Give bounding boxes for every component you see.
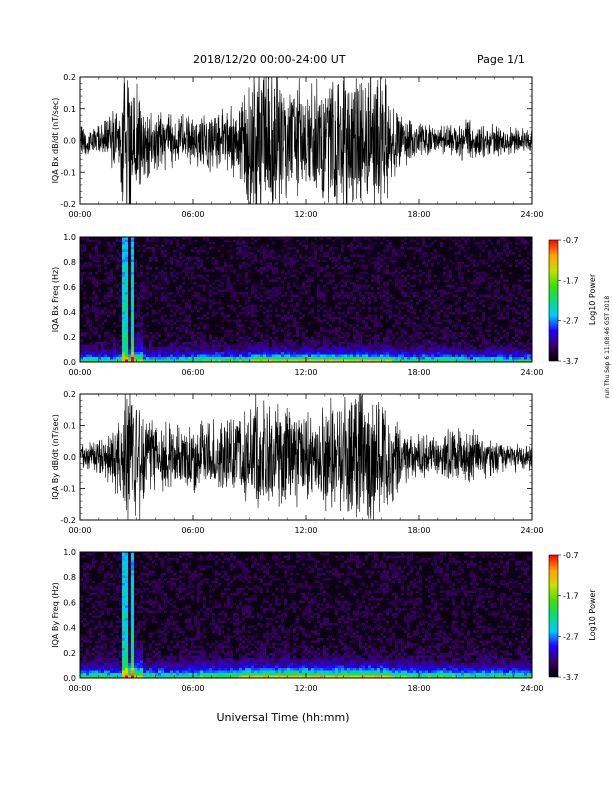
waveform-trace-1 <box>80 77 532 204</box>
spectrogram-cells-4 <box>80 552 532 678</box>
panel-1: -0.2 -0.1 0.0 0.1 0.2 00:00 06:00 12:00 18:00 24:… <box>51 73 544 219</box>
colorbar-label: Log10 Power <box>588 589 597 641</box>
x-tick-label: 18:00 <box>407 210 430 219</box>
panel-3: -0.2 -0.1 0.0 0.1 0.2 00:00 06:00 12:00 18:00 24:… <box>51 390 544 535</box>
y-tick-label: -0.2 <box>60 516 76 525</box>
y-axis-label: IQA By Freq (Hz) <box>51 582 60 648</box>
waveform-trace-3 <box>80 394 532 520</box>
y-tick-label: 0.4 <box>63 308 76 317</box>
panel-4: -0.7 -1.7 -2.7 -3.7 Log10 Power 0.0 0.2 0.4 0.6 0… <box>51 548 597 693</box>
colorbar-tick-label: -3.7 <box>563 673 579 682</box>
x-tick-label: 06:00 <box>181 526 204 535</box>
colorbar-tick-label: -2.7 <box>563 317 579 326</box>
x-tick-label: 00:00 <box>68 684 91 693</box>
panel-2: -0.7 -1.7 -2.7 -3.7 Log10 Power 0.0 0.2 0.4 0.6 0… <box>51 233 597 377</box>
plot-title: 2018/12/20 00:00-24:00 UT <box>193 53 346 66</box>
y-tick-label: 0.2 <box>63 390 76 399</box>
y-tick-label: 1.0 <box>63 233 76 242</box>
y-tick-label: 0.2 <box>63 73 76 82</box>
y-tick-label: 1.0 <box>63 548 76 557</box>
colorbar-tick-label: -2.7 <box>563 632 579 641</box>
x-tick-label: 06:00 <box>181 684 204 693</box>
y-axis-label: IQA By dB/dt (nT/sec) <box>51 414 60 500</box>
x-tick-label: 24:00 <box>520 368 543 377</box>
x-tick-label: 18:00 <box>407 526 430 535</box>
x-tick-label: 18:00 <box>407 368 430 377</box>
y-tick-label: -0.1 <box>60 168 76 177</box>
x-tick-label: 24:00 <box>520 210 543 219</box>
y-axis-label: IQA Bx dB/dt (nT/sec) <box>51 98 60 184</box>
spectrogram-cells-2 <box>80 237 532 362</box>
x-tick-label: 18:00 <box>407 684 430 693</box>
y-tick-label: 0.8 <box>63 258 76 267</box>
y-tick-label: 0.0 <box>63 358 76 367</box>
x-tick-label: 24:00 <box>520 526 543 535</box>
page-number: Page 1/1 <box>477 53 525 66</box>
y-axis-label: IQA Bx Freq (Hz) <box>51 267 60 333</box>
y-tick-label: -0.1 <box>60 485 76 494</box>
x-tick-label: 12:00 <box>294 526 317 535</box>
colorbar-tick-label: -3.7 <box>563 357 579 366</box>
y-tick-label: 0.8 <box>63 573 76 582</box>
y-tick-label: 0.2 <box>63 333 76 342</box>
x-tick-label: 12:00 <box>294 684 317 693</box>
colorbar-tick-label: -1.7 <box>563 276 579 285</box>
y-tick-label: 0.0 <box>63 674 76 683</box>
y-tick-label: 0.0 <box>63 137 76 146</box>
y-tick-label: 0.1 <box>63 105 76 114</box>
y-tick-label: 0.6 <box>63 598 76 607</box>
x-tick-label: 12:00 <box>294 368 317 377</box>
colorbar-tick-label: -0.7 <box>563 551 579 560</box>
y-tick-label: 0.4 <box>63 624 76 633</box>
x-tick-label: 00:00 <box>68 368 91 377</box>
colorbar-4 <box>548 554 559 678</box>
colorbar-2 <box>548 239 559 362</box>
colorbar-tick-label: -1.7 <box>563 592 579 601</box>
colorbar-tick-label: -0.7 <box>563 236 579 245</box>
x-tick-label: 24:00 <box>520 684 543 693</box>
x-tick-label: 00:00 <box>68 210 91 219</box>
y-tick-label: 0.6 <box>63 283 76 292</box>
x-tick-label: 06:00 <box>181 210 204 219</box>
x-axis-label: Universal Time (hh:mm) <box>217 711 350 724</box>
x-tick-label: 12:00 <box>294 210 317 219</box>
y-tick-label: 0.0 <box>63 453 76 462</box>
y-tick-label: 0.1 <box>63 422 76 431</box>
colorbar-label: Log10 Power <box>588 273 597 325</box>
y-tick-label: -0.2 <box>60 200 76 209</box>
y-tick-label: 0.2 <box>63 649 76 658</box>
x-tick-label: 00:00 <box>68 526 91 535</box>
x-tick-label: 06:00 <box>181 368 204 377</box>
